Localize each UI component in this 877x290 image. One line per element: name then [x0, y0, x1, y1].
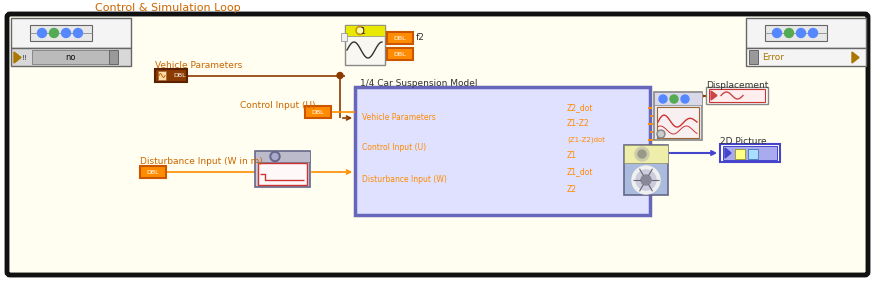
Text: Z1_dot: Z1_dot — [567, 168, 594, 177]
Circle shape — [38, 28, 46, 37]
FancyBboxPatch shape — [155, 69, 187, 82]
FancyBboxPatch shape — [11, 18, 131, 48]
FancyBboxPatch shape — [341, 33, 347, 41]
FancyBboxPatch shape — [746, 18, 866, 48]
Text: no: no — [65, 52, 75, 61]
FancyBboxPatch shape — [258, 163, 307, 185]
FancyBboxPatch shape — [305, 106, 331, 118]
Text: Disturbance Input (W in m): Disturbance Input (W in m) — [140, 157, 263, 166]
Circle shape — [270, 151, 280, 162]
FancyBboxPatch shape — [387, 32, 413, 44]
FancyBboxPatch shape — [255, 151, 310, 187]
Circle shape — [670, 95, 678, 103]
FancyBboxPatch shape — [624, 145, 668, 163]
Circle shape — [49, 28, 59, 37]
Text: Z1: Z1 — [567, 151, 577, 160]
FancyBboxPatch shape — [7, 14, 868, 275]
FancyBboxPatch shape — [30, 25, 92, 41]
FancyBboxPatch shape — [255, 151, 310, 162]
Circle shape — [785, 28, 794, 37]
Text: Error: Error — [762, 52, 784, 61]
Circle shape — [74, 28, 82, 37]
Text: f2: f2 — [416, 34, 424, 43]
FancyBboxPatch shape — [720, 144, 780, 162]
Circle shape — [796, 28, 805, 37]
Polygon shape — [852, 52, 859, 63]
FancyBboxPatch shape — [746, 48, 866, 66]
Circle shape — [809, 28, 817, 37]
Text: Vehicle Parameters: Vehicle Parameters — [362, 113, 436, 122]
Text: DBL: DBL — [394, 52, 406, 57]
Circle shape — [773, 28, 781, 37]
Text: Disturbance Input (W): Disturbance Input (W) — [362, 175, 447, 184]
FancyBboxPatch shape — [706, 87, 768, 104]
Circle shape — [61, 28, 70, 37]
FancyBboxPatch shape — [345, 25, 385, 36]
Circle shape — [635, 147, 649, 161]
FancyBboxPatch shape — [748, 149, 758, 159]
Polygon shape — [725, 148, 731, 158]
Circle shape — [638, 150, 646, 158]
Text: Displacement: Displacement — [706, 81, 768, 90]
Circle shape — [657, 130, 665, 138]
Text: Control & Simulation Loop: Control & Simulation Loop — [95, 3, 240, 13]
FancyBboxPatch shape — [140, 166, 166, 178]
Text: 1/4 Car Suspension Model: 1/4 Car Suspension Model — [360, 79, 477, 88]
Text: Z2: Z2 — [567, 186, 577, 195]
FancyBboxPatch shape — [654, 92, 702, 105]
Text: Control Input (U): Control Input (U) — [362, 142, 426, 151]
FancyBboxPatch shape — [345, 25, 385, 65]
Text: Vehicle Parameters: Vehicle Parameters — [155, 61, 242, 70]
FancyBboxPatch shape — [723, 146, 777, 160]
FancyBboxPatch shape — [387, 48, 413, 60]
FancyBboxPatch shape — [158, 71, 166, 80]
Circle shape — [632, 166, 660, 194]
FancyBboxPatch shape — [749, 50, 758, 64]
Circle shape — [356, 26, 364, 35]
FancyBboxPatch shape — [109, 50, 118, 64]
FancyBboxPatch shape — [709, 89, 765, 102]
Circle shape — [641, 175, 651, 185]
Circle shape — [681, 95, 689, 103]
FancyBboxPatch shape — [735, 149, 745, 159]
Text: f1: f1 — [358, 28, 367, 37]
Text: DBL: DBL — [311, 110, 324, 115]
FancyBboxPatch shape — [11, 48, 131, 66]
Circle shape — [659, 131, 664, 137]
Polygon shape — [711, 91, 717, 100]
Polygon shape — [14, 52, 21, 63]
FancyBboxPatch shape — [32, 50, 109, 64]
Text: (Z1-Z2)dot: (Z1-Z2)dot — [567, 137, 605, 143]
Circle shape — [272, 153, 278, 160]
Text: Control Input (U): Control Input (U) — [240, 102, 316, 110]
FancyBboxPatch shape — [765, 25, 827, 41]
Text: DBL: DBL — [146, 169, 160, 175]
Circle shape — [358, 28, 362, 33]
FancyBboxPatch shape — [657, 107, 699, 138]
Text: DBL: DBL — [394, 35, 406, 41]
Circle shape — [659, 95, 667, 103]
Circle shape — [636, 170, 656, 190]
Text: Z2_dot: Z2_dot — [567, 104, 594, 113]
Circle shape — [337, 72, 343, 79]
FancyBboxPatch shape — [355, 87, 650, 215]
Text: DBL: DBL — [174, 73, 186, 78]
Text: 2D Picture: 2D Picture — [720, 137, 766, 146]
Text: Z1-Z2: Z1-Z2 — [567, 119, 589, 128]
Text: !!: !! — [22, 55, 28, 61]
FancyBboxPatch shape — [624, 145, 668, 195]
FancyBboxPatch shape — [654, 92, 702, 140]
